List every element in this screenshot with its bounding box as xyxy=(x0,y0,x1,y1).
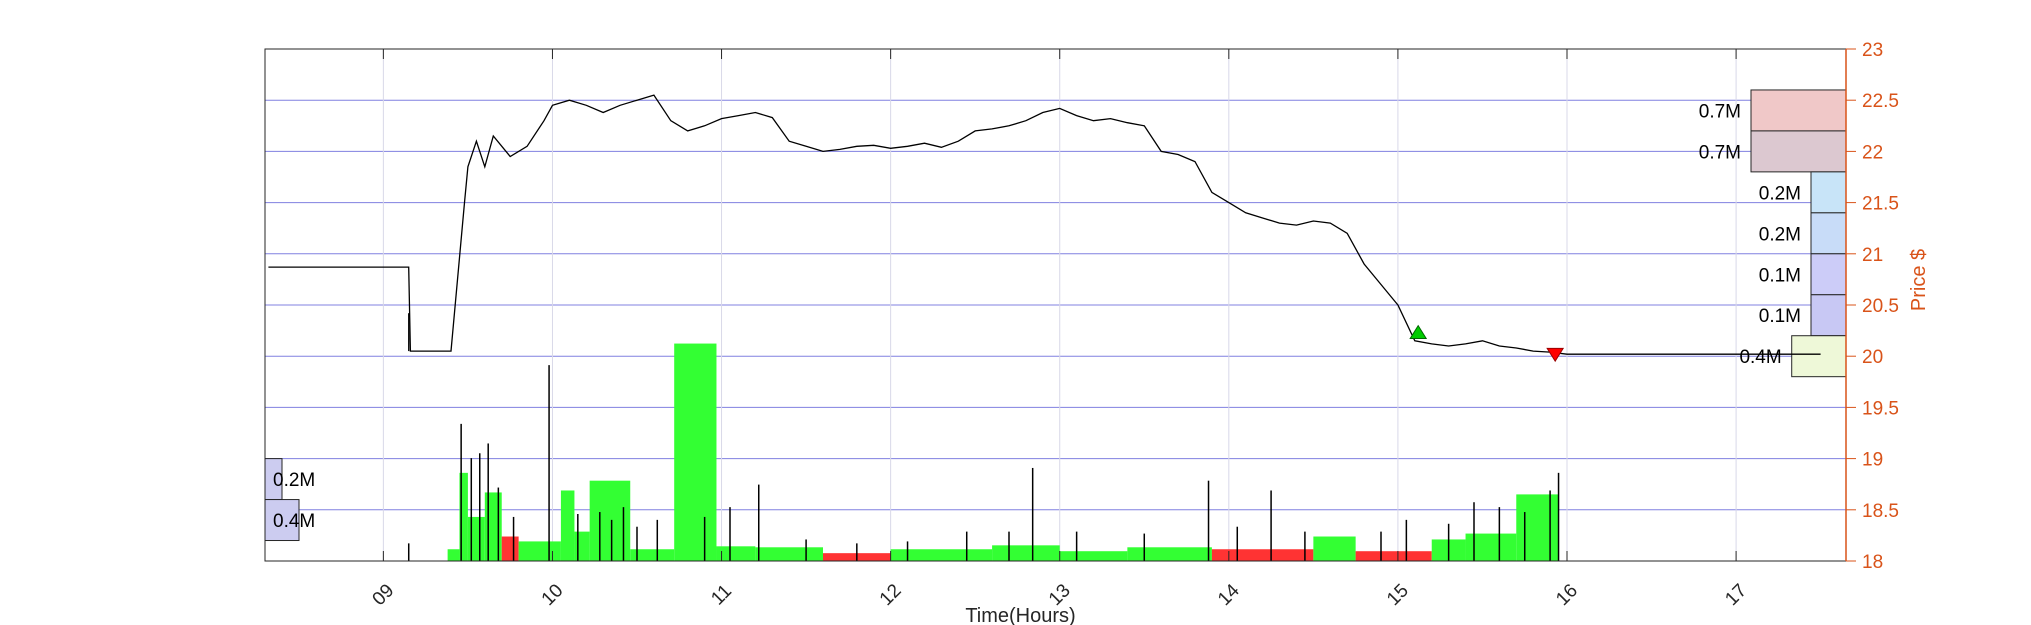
volume-profile-label-left: 0.2M xyxy=(273,470,315,491)
x-tick-label: 16 xyxy=(1552,580,1582,610)
volume-bars xyxy=(407,343,1560,561)
volume-block xyxy=(716,546,756,561)
x-tick-label: 17 xyxy=(1721,580,1751,610)
x-axis-label: Time(Hours) xyxy=(965,605,1075,625)
volume-block xyxy=(447,549,460,561)
x-tick-label: 12 xyxy=(876,580,906,610)
volume-profile-bar xyxy=(1810,171,1847,214)
volume-block xyxy=(459,472,468,561)
volume-profile-label: 0.1M xyxy=(1759,265,1801,286)
y-tick-label: 20 xyxy=(1862,347,1883,368)
y-tick-label: 19.5 xyxy=(1862,398,1899,419)
y-axis-ticks: 18 18.5 19 19.5 20 20.5 21 21.5 22 22.5 23 xyxy=(1845,40,1899,573)
y-tick-label: 18 xyxy=(1862,552,1883,573)
volume-block xyxy=(1465,533,1517,561)
y-tick-label: 22.5 xyxy=(1862,91,1899,112)
volume-profile-bar xyxy=(1750,130,1847,173)
y-axis-label: Price $ xyxy=(1908,249,1930,311)
x-tick-label: 10 xyxy=(538,580,568,610)
volume-block xyxy=(890,549,993,561)
y-tick-label: 22 xyxy=(1862,142,1883,163)
y-tick-label: 20.5 xyxy=(1862,296,1899,317)
volume-block xyxy=(992,545,1060,561)
x-tick-label: 14 xyxy=(1214,580,1244,610)
trade-markers xyxy=(1409,324,1565,363)
y-tick-label: 21 xyxy=(1862,245,1883,266)
volume-profile-bar xyxy=(1791,335,1847,378)
volume-block xyxy=(1355,551,1432,561)
volume-profile: 0.7M 0.7M 0.2M 0.2M 0.1M 0.1M 0.4M 0.2M 0.4M xyxy=(264,89,1847,542)
volume-profile-bar xyxy=(1750,89,1847,132)
volume-block xyxy=(1127,547,1212,561)
buy-marker xyxy=(1409,324,1428,339)
volume-block xyxy=(560,490,575,561)
volume-profile-label: 0.1M xyxy=(1759,306,1801,327)
y-tick-label: 19 xyxy=(1862,450,1883,471)
y-tick-label: 18.5 xyxy=(1862,501,1899,522)
y-tick-label: 21.5 xyxy=(1862,194,1899,215)
volume-profile-bar xyxy=(1810,294,1847,337)
y-tick-label: 23 xyxy=(1862,40,1883,61)
volume-block xyxy=(1211,549,1314,561)
volume-profile-label-left: 0.4M xyxy=(273,511,315,532)
volume-profile-label: 0.7M xyxy=(1699,101,1741,122)
volume-block xyxy=(1516,494,1559,561)
price-series xyxy=(268,94,1821,355)
volume-block xyxy=(484,492,502,561)
sell-marker xyxy=(1546,347,1565,363)
price-line xyxy=(268,94,1821,355)
volume-profile-bar xyxy=(1810,253,1847,296)
volume-profile-label: 0.7M xyxy=(1699,142,1741,163)
volume-profile-label: 0.4M xyxy=(1739,347,1781,368)
volume-profile-label: 0.2M xyxy=(1759,224,1801,245)
volume-block xyxy=(501,536,519,561)
volume-block xyxy=(755,547,823,561)
volume-block xyxy=(630,549,675,561)
volume-block xyxy=(574,531,590,561)
volume-block xyxy=(1313,536,1356,561)
volume-block xyxy=(518,541,561,561)
grid-lines xyxy=(265,48,1846,562)
volume-profile-bar xyxy=(1810,212,1847,255)
volume-block xyxy=(467,516,485,561)
x-tick-label: 09 xyxy=(369,580,399,610)
x-tick-label: 11 xyxy=(707,581,736,610)
x-tick-label: 15 xyxy=(1383,580,1413,610)
volume-profile-label: 0.2M xyxy=(1759,183,1801,204)
volume-block xyxy=(1059,551,1128,561)
volume-block xyxy=(674,343,717,561)
